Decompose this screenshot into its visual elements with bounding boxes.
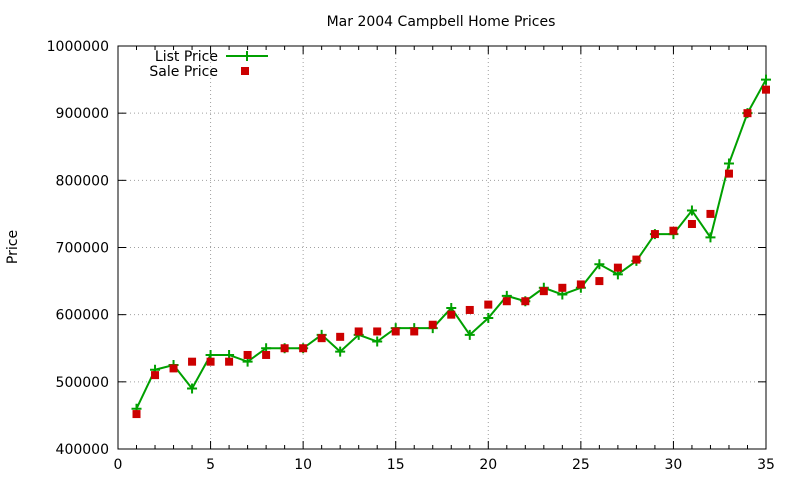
sale-price-point bbox=[410, 327, 419, 336]
sale-price-point bbox=[558, 283, 567, 292]
y-tick-label: 600000 bbox=[56, 308, 109, 324]
legend-swatch-sale-price-marker bbox=[241, 67, 249, 75]
sale-price-point bbox=[484, 300, 493, 309]
y-tick-label: 900000 bbox=[56, 106, 109, 122]
sale-price-point bbox=[576, 280, 585, 289]
legend-label-sale-price: Sale Price bbox=[149, 64, 218, 80]
chart-title: Mar 2004 Campbell Home Prices bbox=[327, 14, 556, 30]
sale-price-point bbox=[373, 327, 382, 336]
axis-ticks: 0 5 10 15 20 25 30 35 400000 500000 600000 700000 80… bbox=[47, 39, 775, 473]
x-tick-label: 10 bbox=[294, 457, 312, 473]
y-tick-label: 800000 bbox=[56, 173, 109, 189]
sale-price-point bbox=[669, 226, 678, 235]
list-price-point bbox=[723, 158, 734, 169]
sale-price-point bbox=[428, 320, 437, 329]
list-price-point bbox=[594, 259, 605, 270]
legend-label-list-price: List Price bbox=[155, 49, 218, 65]
sale-price-point bbox=[225, 357, 234, 366]
list-price-point bbox=[686, 205, 697, 216]
sale-price-point bbox=[243, 350, 252, 359]
x-tick-label: 25 bbox=[572, 457, 590, 473]
legend: List Price Sale Price bbox=[149, 49, 268, 80]
sale-price-point bbox=[262, 350, 271, 359]
y-tick-label: 500000 bbox=[56, 375, 109, 391]
x-tick-label: 30 bbox=[665, 457, 683, 473]
sale-price-point bbox=[280, 344, 289, 353]
list-price-point bbox=[187, 383, 198, 394]
sale-price-point bbox=[613, 263, 622, 272]
sale-price-point bbox=[706, 209, 715, 218]
list-price-point bbox=[335, 346, 346, 357]
sale-price-point bbox=[632, 255, 641, 264]
list-price-point bbox=[761, 74, 771, 85]
sale-price-point bbox=[762, 85, 770, 94]
sale-price-point bbox=[317, 334, 326, 343]
y-tick-label: 700000 bbox=[56, 241, 109, 257]
sale-price-point bbox=[743, 109, 752, 118]
sale-price-point bbox=[539, 287, 548, 296]
sale-price-point bbox=[687, 219, 696, 228]
sale-price-series bbox=[132, 85, 770, 419]
list-price-point bbox=[372, 336, 383, 347]
sale-price-point bbox=[391, 327, 400, 336]
sale-price-point bbox=[447, 310, 456, 319]
sale-price-point bbox=[465, 305, 474, 314]
sale-price-point bbox=[336, 332, 345, 341]
sale-price-point bbox=[299, 344, 308, 353]
list-price-point bbox=[464, 329, 475, 340]
x-tick-label: 0 bbox=[114, 457, 123, 473]
y-axis-label: Price bbox=[5, 230, 21, 264]
sale-price-point bbox=[650, 230, 659, 239]
grid-lines bbox=[118, 46, 766, 449]
sale-price-point bbox=[595, 277, 604, 286]
sale-price-point bbox=[151, 371, 160, 380]
sale-price-point bbox=[724, 169, 733, 178]
sale-price-point bbox=[132, 410, 141, 419]
x-tick-label: 5 bbox=[206, 457, 215, 473]
y-tick-label: 1000000 bbox=[47, 39, 109, 55]
list-price-point bbox=[705, 232, 716, 243]
sale-price-point bbox=[502, 297, 511, 306]
sale-price-point bbox=[169, 364, 178, 373]
sale-price-point bbox=[188, 357, 197, 366]
x-tick-label: 35 bbox=[757, 457, 775, 473]
sale-price-point bbox=[521, 297, 530, 306]
x-tick-label: 15 bbox=[387, 457, 405, 473]
list-price-point bbox=[483, 313, 494, 324]
sale-price-point bbox=[354, 327, 363, 336]
x-tick-label: 20 bbox=[479, 457, 497, 473]
sale-price-point bbox=[206, 357, 215, 366]
y-tick-label: 400000 bbox=[56, 442, 109, 458]
legend-swatch-list-price-marker bbox=[242, 51, 252, 61]
